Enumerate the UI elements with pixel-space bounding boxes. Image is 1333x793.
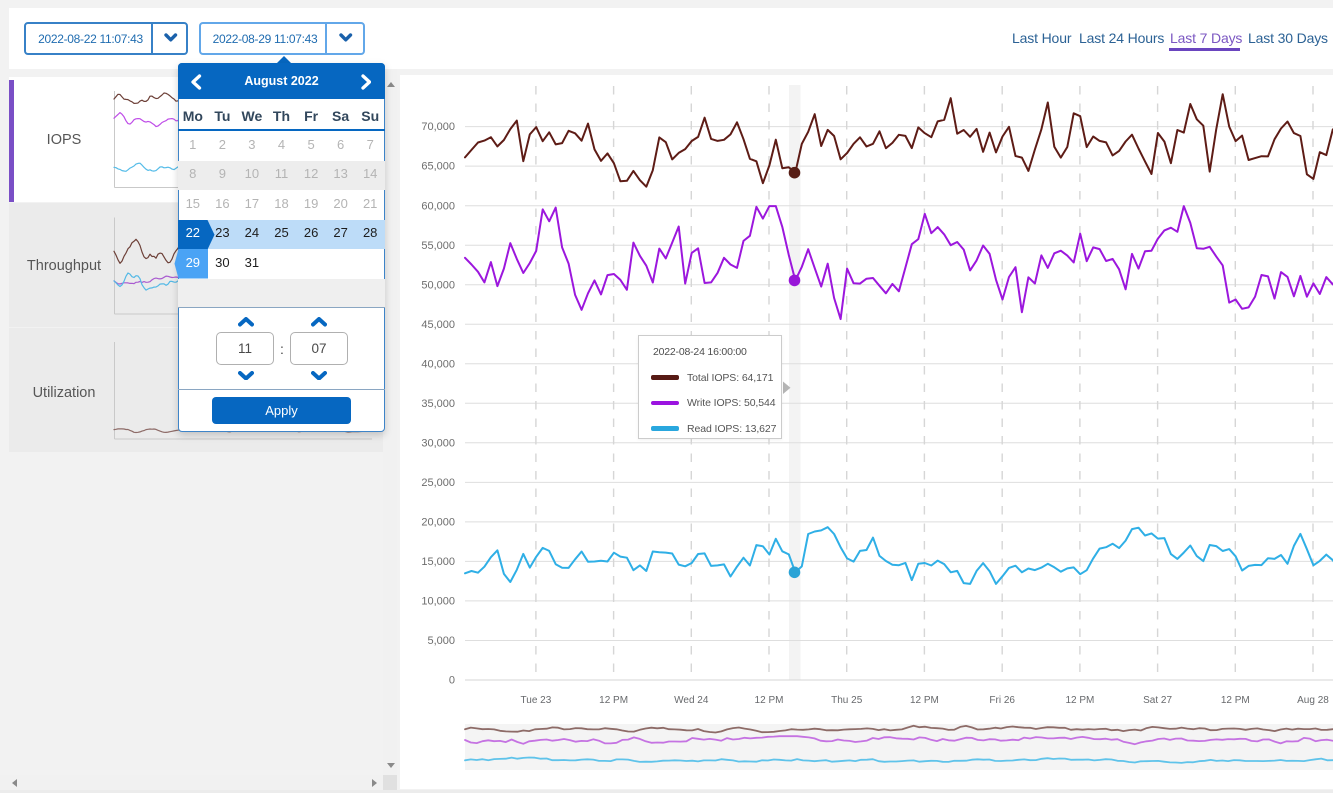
svg-text:Aug 28: Aug 28 (1297, 695, 1329, 706)
svg-text:Fri 26: Fri 26 (989, 695, 1015, 706)
svg-text:0: 0 (449, 675, 455, 687)
svg-text:10,000: 10,000 (421, 596, 455, 608)
svg-text:20,000: 20,000 (421, 517, 455, 529)
svg-text:12 PM: 12 PM (599, 695, 628, 706)
svg-text:30,000: 30,000 (421, 437, 455, 449)
svg-text:12 PM: 12 PM (1221, 695, 1250, 706)
svg-text:60,000: 60,000 (421, 200, 455, 212)
svg-text:12 PM: 12 PM (755, 695, 784, 706)
svg-text:50,000: 50,000 (421, 279, 455, 291)
svg-text:Wed 24: Wed 24 (674, 695, 709, 706)
svg-text:Sat 27: Sat 27 (1143, 695, 1172, 706)
svg-text:65,000: 65,000 (421, 161, 455, 173)
svg-text:35,000: 35,000 (421, 398, 455, 410)
svg-text:Thu 25: Thu 25 (831, 695, 863, 706)
svg-text:70,000: 70,000 (421, 121, 455, 133)
svg-text:12 PM: 12 PM (1065, 695, 1094, 706)
svg-text:55,000: 55,000 (421, 240, 455, 252)
svg-text:Tue 23: Tue 23 (521, 695, 552, 706)
svg-text:15,000: 15,000 (421, 556, 455, 568)
svg-text:40,000: 40,000 (421, 358, 455, 370)
svg-text:12 PM: 12 PM (910, 695, 939, 706)
svg-text:45,000: 45,000 (421, 319, 455, 331)
svg-text:5,000: 5,000 (427, 635, 455, 647)
svg-text:25,000: 25,000 (421, 477, 455, 489)
